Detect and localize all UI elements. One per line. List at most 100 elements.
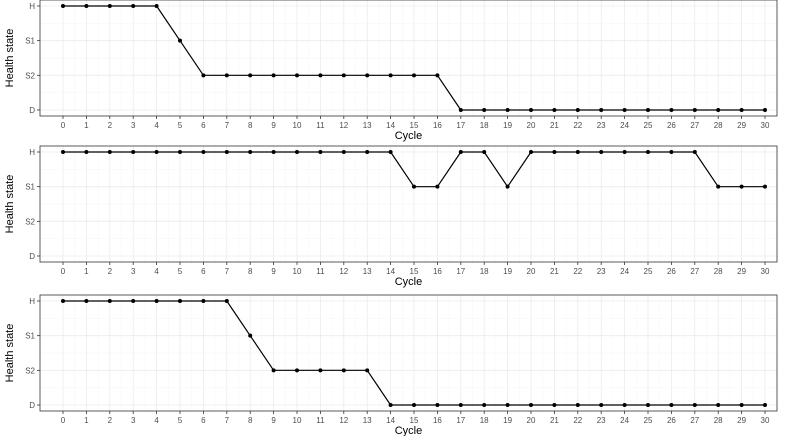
x-tick-label: 7 — [225, 416, 230, 425]
data-point — [763, 108, 767, 112]
data-point — [763, 184, 767, 189]
data-point — [295, 368, 299, 373]
x-tick-label: 19 — [503, 416, 512, 425]
data-point — [295, 150, 299, 154]
data-point — [739, 403, 744, 407]
data-point — [154, 4, 159, 8]
x-tick-label: 9 — [271, 121, 276, 130]
data-point — [505, 184, 510, 189]
data-point — [61, 299, 65, 303]
data-point — [622, 150, 627, 154]
x-tick-label: 15 — [410, 121, 419, 130]
y-tick-label: S1 — [25, 332, 35, 341]
data-point — [599, 150, 604, 154]
data-point — [529, 150, 533, 154]
x-tick-label: 16 — [433, 121, 442, 130]
data-point — [458, 403, 463, 407]
x-tick-label: 13 — [363, 267, 372, 276]
data-point — [458, 108, 463, 112]
x-tick-label: 10 — [293, 416, 302, 425]
y-tick-label: S2 — [25, 71, 35, 80]
x-tick-label: 20 — [527, 416, 536, 425]
x-tick-label: 9 — [271, 267, 276, 276]
data-point — [599, 403, 604, 407]
x-tick-label: 3 — [131, 267, 136, 276]
x-tick-label: 24 — [620, 267, 629, 276]
data-point — [529, 108, 533, 112]
data-point — [178, 150, 182, 154]
x-tick-label: 4 — [154, 121, 159, 130]
x-tick-label: 8 — [248, 267, 253, 276]
x-axis-title: Cycle — [395, 130, 423, 142]
data-point — [529, 403, 533, 407]
data-point — [131, 4, 136, 8]
data-point — [388, 73, 393, 78]
x-tick-label: 5 — [178, 267, 183, 276]
data-point — [482, 108, 487, 112]
data-point — [388, 403, 393, 407]
x-tick-label: 19 — [503, 121, 512, 130]
y-tick-label: H — [29, 148, 35, 157]
data-point — [341, 368, 346, 373]
x-tick-label: 25 — [644, 416, 653, 425]
x-tick-label: 25 — [644, 267, 653, 276]
data-point — [739, 184, 744, 189]
data-point — [575, 403, 580, 407]
x-tick-label: 29 — [737, 121, 746, 130]
x-tick-label: 26 — [667, 416, 676, 425]
data-point — [365, 73, 370, 78]
x-tick-label: 0 — [61, 416, 66, 425]
data-point — [669, 150, 674, 154]
data-point — [622, 108, 627, 112]
panel-border — [39, 0, 778, 117]
data-point — [178, 299, 182, 303]
x-tick-label: 29 — [737, 267, 746, 276]
data-point — [669, 403, 674, 407]
data-point — [154, 150, 159, 154]
x-tick-label: 9 — [271, 416, 276, 425]
x-tick-label: 23 — [597, 121, 606, 130]
data-point — [599, 108, 604, 112]
data-point — [84, 150, 89, 154]
data-point — [131, 150, 136, 154]
x-tick-label: 1 — [84, 267, 89, 276]
chart-panel-2: 0 1 2 3 4 5 6 7 8 9 10 11 12 13 14 15 16 17 18 19 20 21 22 23 24… — [4, 145, 778, 288]
x-tick-label: 19 — [503, 267, 512, 276]
x-tick-label: 28 — [714, 267, 723, 276]
x-tick-label: 18 — [480, 416, 489, 425]
data-point — [154, 299, 159, 303]
y-tick-label: D — [29, 252, 35, 261]
data-point — [412, 73, 416, 78]
data-point — [482, 403, 487, 407]
data-point — [412, 403, 416, 407]
x-tick-label: 18 — [480, 267, 489, 276]
x-tick-label: 10 — [293, 267, 302, 276]
data-point — [716, 108, 721, 112]
x-tick-label: 24 — [620, 121, 629, 130]
x-tick-label: 12 — [339, 267, 348, 276]
data-point — [318, 73, 323, 78]
x-tick-label: 30 — [761, 121, 770, 130]
data-point — [575, 150, 580, 154]
x-tick-label: 25 — [644, 121, 653, 130]
x-tick-label: 1 — [84, 121, 89, 130]
data-point — [224, 150, 229, 154]
data-point — [646, 108, 650, 112]
x-tick-label: 0 — [61, 267, 66, 276]
panel-border — [39, 145, 778, 263]
x-axis-title: Cycle — [395, 425, 423, 436]
x-tick-label: 29 — [737, 416, 746, 425]
data-point — [84, 299, 89, 303]
data-point — [201, 73, 206, 78]
data-point — [505, 108, 510, 112]
x-tick-label: 18 — [480, 121, 489, 130]
data-point — [435, 73, 440, 78]
x-tick-label: 0 — [61, 121, 66, 130]
data-point — [505, 403, 510, 407]
x-tick-label: 4 — [154, 267, 159, 276]
x-tick-label: 12 — [339, 121, 348, 130]
data-point — [318, 150, 323, 154]
x-tick-label: 11 — [316, 416, 325, 425]
x-tick-label: 28 — [714, 416, 723, 425]
